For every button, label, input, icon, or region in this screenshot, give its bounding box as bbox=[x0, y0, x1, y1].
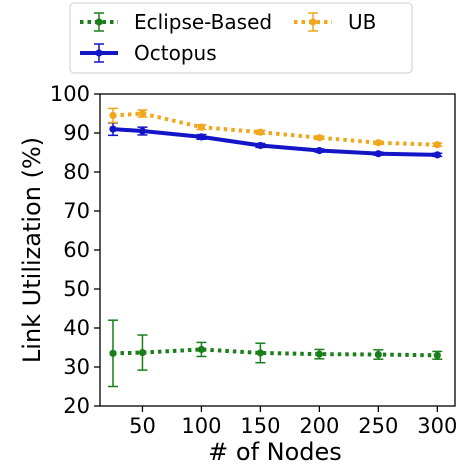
legend: Eclipse-Based Octopus UB bbox=[69, 2, 413, 74]
legend-label: Octopus bbox=[134, 41, 217, 65]
series-line bbox=[112, 347, 438, 358]
y-tick-label: 50 bbox=[63, 277, 90, 301]
data-point bbox=[138, 348, 147, 357]
data-point bbox=[197, 133, 206, 141]
x-tick-label: 50 bbox=[129, 414, 156, 438]
x-tick-label: 250 bbox=[358, 414, 398, 438]
y-tick-label: 20 bbox=[63, 394, 90, 418]
y-tick-label: 30 bbox=[63, 355, 90, 379]
y-tick-label: 60 bbox=[63, 238, 90, 262]
data-point bbox=[138, 127, 147, 135]
series-octopus bbox=[107, 122, 443, 159]
data-point bbox=[109, 111, 117, 120]
data-point bbox=[197, 123, 206, 131]
legend-marker bbox=[309, 18, 317, 26]
series-eclipse-based bbox=[107, 319, 443, 388]
y-tick-label: 90 bbox=[63, 121, 90, 145]
legend-marker bbox=[95, 49, 103, 57]
series-ub bbox=[107, 107, 443, 149]
legend-label: UB bbox=[348, 10, 376, 34]
legend-marker bbox=[95, 18, 103, 26]
data-point bbox=[374, 150, 382, 158]
data-point bbox=[374, 350, 382, 359]
plot-frame bbox=[99, 93, 456, 407]
data-point bbox=[315, 134, 323, 142]
data-point bbox=[109, 125, 117, 133]
legend-item-eclipse-based: Eclipse-Based bbox=[80, 10, 272, 34]
data-point bbox=[138, 109, 147, 118]
y-tick-label: 100 bbox=[50, 82, 90, 106]
series-line bbox=[112, 111, 438, 147]
x-tick-label: 300 bbox=[417, 414, 457, 438]
data-point bbox=[433, 141, 441, 149]
data-point bbox=[256, 349, 264, 357]
data-point bbox=[433, 151, 441, 159]
data-point bbox=[197, 345, 206, 354]
x-tick-label: 200 bbox=[299, 414, 339, 438]
x-tick-label: 150 bbox=[240, 414, 280, 438]
data-point bbox=[315, 146, 323, 155]
plot-area: 20 30 40 50 60 70 80 90 100 50 100 150 200 250 300 bbox=[50, 82, 457, 438]
data-point bbox=[256, 141, 264, 150]
data-point bbox=[256, 128, 264, 136]
data-point bbox=[315, 350, 323, 358]
y-tick-label: 40 bbox=[63, 316, 90, 340]
legend-item-octopus: Octopus bbox=[80, 41, 217, 65]
x-axis-label: # of Nodes bbox=[208, 438, 342, 466]
data-point bbox=[109, 349, 117, 357]
y-axis-label: Link Utilization (%) bbox=[18, 137, 46, 363]
y-tick-label: 80 bbox=[63, 160, 90, 184]
legend-item-ub: UB bbox=[294, 10, 376, 34]
y-tick-label: 70 bbox=[63, 199, 90, 223]
legend-label: Eclipse-Based bbox=[134, 10, 272, 34]
x-tick-label: 100 bbox=[181, 414, 221, 438]
data-point bbox=[374, 139, 382, 147]
data-point bbox=[433, 351, 441, 359]
